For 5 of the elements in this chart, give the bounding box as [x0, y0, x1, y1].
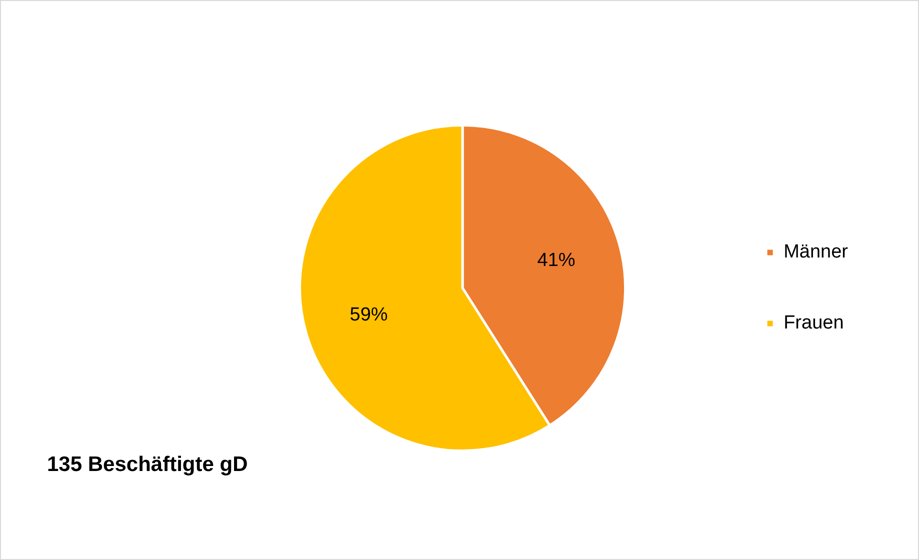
data-label: 41%: [537, 250, 576, 271]
text: 135 Beschäftigte gD: [47, 453, 248, 477]
legend-label: Männer: [784, 242, 849, 263]
legend-label: Frauen: [784, 312, 844, 334]
data-label: 59%: [350, 304, 388, 326]
